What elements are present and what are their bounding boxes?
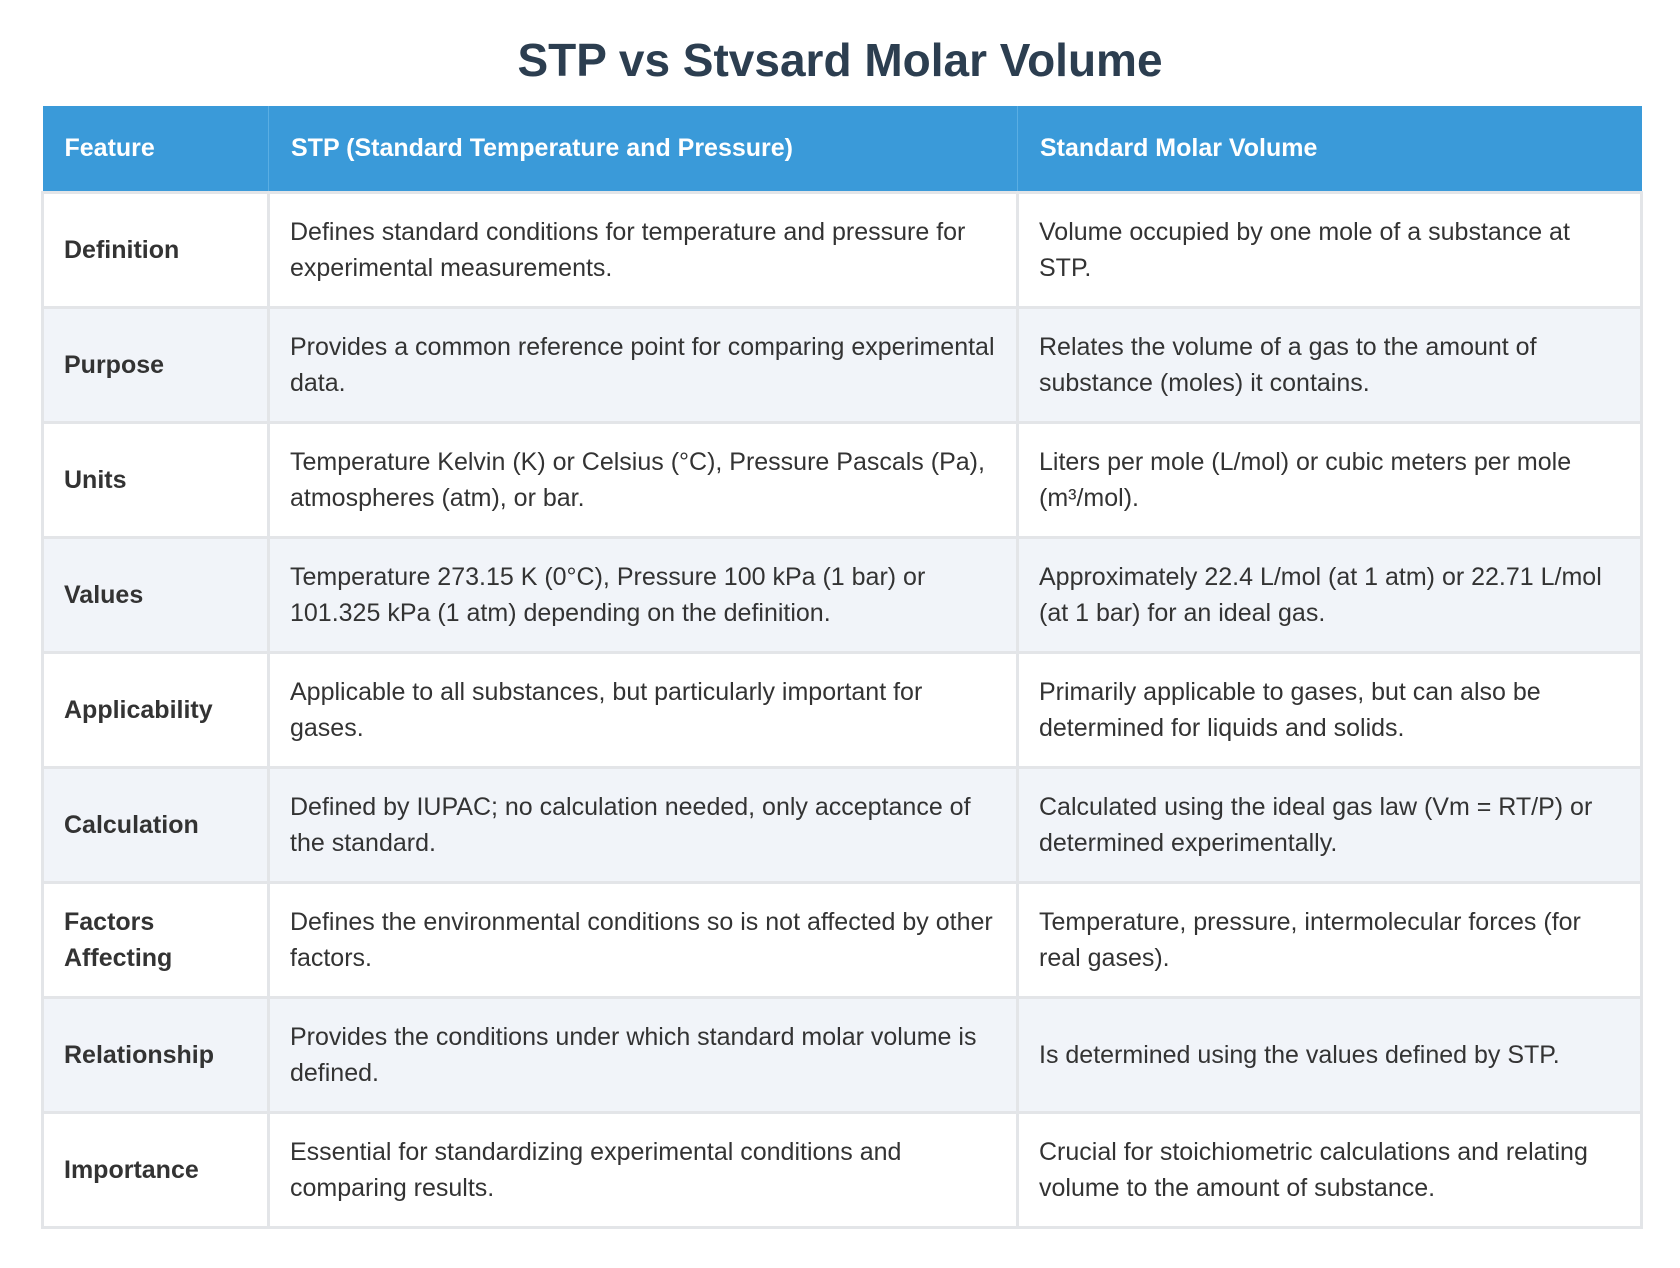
- molar-volume-cell: Approximately 22.4 L/mol (at 1 atm) or 2…: [1016, 535, 1643, 654]
- stp-cell: Temperature 273.15 K (0°C), Pressure 100…: [267, 535, 1019, 654]
- page-title: STP vs Stvsard Molar Volume: [517, 34, 1163, 86]
- feature-cell: Factors Affecting: [41, 880, 270, 999]
- table-row: Calculation Defined by IUPAC; no calcula…: [41, 765, 1643, 884]
- molar-volume-cell: Volume occupied by one mole of a substan…: [1016, 190, 1643, 309]
- feature-cell: Values: [41, 535, 270, 654]
- table-header-row: Feature STP (Standard Temperature and Pr…: [42, 106, 1642, 192]
- table-row: Units Temperature Kelvin (K) or Celsius …: [41, 420, 1643, 539]
- molar-volume-cell: Relates the volume of a gas to the amoun…: [1016, 305, 1643, 424]
- stp-cell: Defines standard conditions for temperat…: [267, 190, 1019, 309]
- table-row: Importance Essential for standardizing e…: [41, 1110, 1643, 1229]
- molar-volume-cell: Is determined using the values defined b…: [1016, 995, 1643, 1114]
- feature-cell: Relationship: [41, 995, 270, 1114]
- feature-cell: Units: [41, 420, 270, 539]
- molar-volume-cell: Primarily applicable to gases, but can a…: [1016, 650, 1643, 769]
- header-feature: Feature: [42, 106, 269, 192]
- stp-cell: Essential for standardizing experimental…: [267, 1110, 1019, 1229]
- table-row: Applicability Applicable to all substanc…: [41, 650, 1643, 769]
- stp-cell: Defined by IUPAC; no calculation needed,…: [267, 765, 1019, 884]
- table-row: Factors Affecting Defines the environmen…: [41, 880, 1643, 999]
- stp-cell: Provides the conditions under which stan…: [267, 995, 1019, 1114]
- comparison-table: Feature STP (Standard Temperature and Pr…: [41, 106, 1643, 1229]
- stp-cell: Temperature Kelvin (K) or Celsius (°C), …: [267, 420, 1019, 539]
- stp-cell: Applicable to all substances, but partic…: [267, 650, 1019, 769]
- table-row: Definition Defines standard conditions f…: [41, 190, 1643, 309]
- molar-volume-cell: Calculated using the ideal gas law (Vm =…: [1016, 765, 1643, 884]
- feature-cell: Calculation: [41, 765, 270, 884]
- feature-cell: Purpose: [41, 305, 270, 424]
- feature-cell: Definition: [41, 190, 270, 309]
- feature-cell: Importance: [41, 1110, 270, 1229]
- molar-volume-cell: Crucial for stoichiometric calculations …: [1016, 1110, 1643, 1229]
- feature-cell: Applicability: [41, 650, 270, 769]
- stp-cell: Defines the environmental conditions so …: [267, 880, 1019, 999]
- header-stp: STP (Standard Temperature and Pressure): [268, 106, 1018, 192]
- molar-volume-cell: Liters per mole (L/mol) or cubic meters …: [1016, 420, 1643, 539]
- molar-volume-cell: Temperature, pressure, intermolecular fo…: [1016, 880, 1643, 999]
- stp-cell: Provides a common reference point for co…: [267, 305, 1019, 424]
- table-row: Relationship Provides the conditions und…: [41, 995, 1643, 1114]
- header-molar-volume: Standard Molar Volume: [1017, 106, 1642, 192]
- table-row: Values Temperature 273.15 K (0°C), Press…: [41, 535, 1643, 654]
- table-row: Purpose Provides a common reference poin…: [41, 305, 1643, 424]
